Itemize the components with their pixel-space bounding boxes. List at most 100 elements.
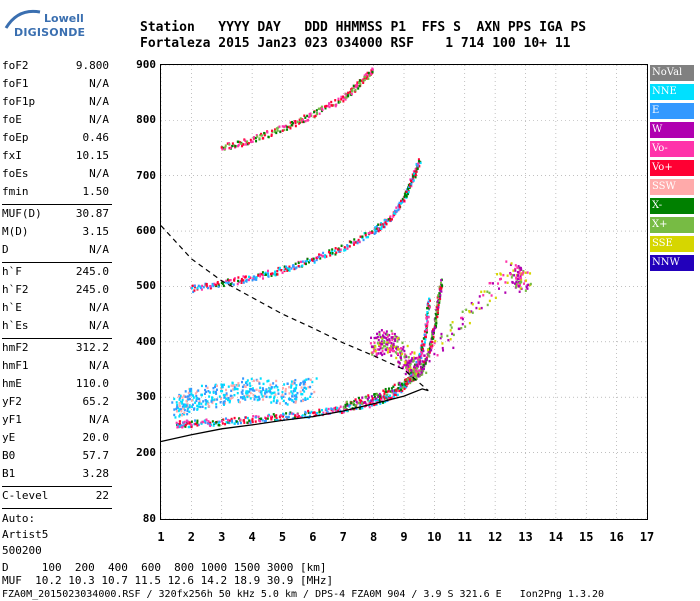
echo-point [275, 127, 278, 130]
echo-point [303, 390, 306, 393]
echo-point [385, 330, 388, 333]
echo-point [519, 268, 522, 272]
echo-point [304, 116, 307, 119]
echo-point [386, 333, 389, 336]
echo-point [268, 390, 271, 393]
echo-point [284, 387, 287, 391]
echo-point [518, 270, 521, 273]
echo-point [529, 282, 532, 286]
echo-point [176, 426, 179, 429]
echo-point [377, 398, 380, 402]
echo-point [241, 389, 244, 392]
echo-point [409, 375, 412, 378]
echo-point [433, 341, 436, 345]
echo-point [281, 386, 284, 390]
echo-point [223, 400, 226, 403]
echo-point [235, 420, 238, 423]
echo-point [362, 79, 365, 83]
echo-point [233, 388, 236, 391]
param-name: M(D) [2, 225, 29, 238]
echo-point [241, 380, 244, 384]
echo-point [196, 424, 199, 427]
echo-point [376, 332, 379, 336]
echo-point [421, 366, 424, 370]
echo-point [337, 409, 340, 412]
echo-point [432, 337, 435, 340]
echo-point [270, 386, 273, 389]
param-row: foF2 9.800 [2, 59, 112, 77]
echo-point [357, 396, 360, 400]
echo-point [238, 400, 241, 404]
echo-point [227, 281, 230, 284]
echo-point [264, 419, 267, 423]
echo-point [436, 354, 439, 357]
echo-point [220, 385, 223, 389]
echo-point [401, 200, 404, 203]
echo-point [393, 393, 396, 396]
echo-point [269, 383, 272, 386]
echo-point [367, 71, 370, 75]
echo-point [517, 265, 520, 268]
echo-point [230, 419, 233, 423]
echo-point [408, 369, 411, 373]
echo-point [398, 381, 401, 385]
echo-point [373, 336, 376, 340]
echo-point [396, 340, 399, 343]
echo-point [288, 398, 291, 401]
echo-point [178, 396, 181, 399]
echo-point [247, 142, 250, 145]
echo-point [390, 342, 393, 345]
echo-point [494, 296, 497, 300]
echo-point [403, 199, 406, 203]
echo-point [344, 98, 347, 101]
echo-point [294, 414, 297, 417]
echo-point [214, 385, 217, 389]
legend-item: SSE [650, 236, 694, 252]
echo-point [404, 353, 407, 356]
echo-point [365, 236, 368, 239]
echo-point [519, 287, 522, 290]
echo-point [391, 396, 394, 399]
echo-point [362, 401, 365, 404]
echo-point [490, 294, 493, 297]
echo-point [424, 335, 427, 339]
echo-point [414, 176, 417, 179]
echo-point [282, 415, 285, 418]
echo-point [390, 218, 393, 221]
echo-point [368, 74, 371, 77]
echo-point [216, 282, 219, 285]
echo-point [243, 385, 246, 388]
echo-point [396, 348, 399, 351]
echo-point [304, 260, 307, 263]
echo-point [190, 387, 193, 391]
echo-point [428, 306, 431, 309]
echo-point [184, 403, 187, 406]
echo-point [226, 281, 229, 285]
echo-point [283, 383, 286, 386]
echo-point [488, 299, 491, 303]
echo-point [438, 292, 441, 295]
echo-point [229, 146, 232, 150]
echo-point [518, 276, 521, 280]
echo-point [241, 392, 244, 395]
echo-point [381, 334, 384, 337]
legend-item: Vo+ [650, 160, 694, 176]
echo-point [284, 389, 287, 393]
echo-point [324, 254, 327, 257]
echo-point [280, 269, 283, 272]
echo-point [465, 308, 468, 311]
echo-point [398, 201, 401, 205]
echo-point [417, 158, 420, 161]
echo-point [379, 345, 382, 348]
echo-point [400, 199, 403, 203]
echo-point [290, 390, 293, 393]
x-tick-label: 15 [579, 530, 594, 544]
echo-point [395, 210, 398, 213]
echo-point [283, 125, 286, 128]
echo-point [518, 266, 521, 269]
echo-point [237, 400, 240, 404]
echo-point [256, 398, 259, 402]
echo-point [511, 274, 514, 277]
echo-point [290, 123, 293, 127]
echo-point [225, 394, 228, 397]
